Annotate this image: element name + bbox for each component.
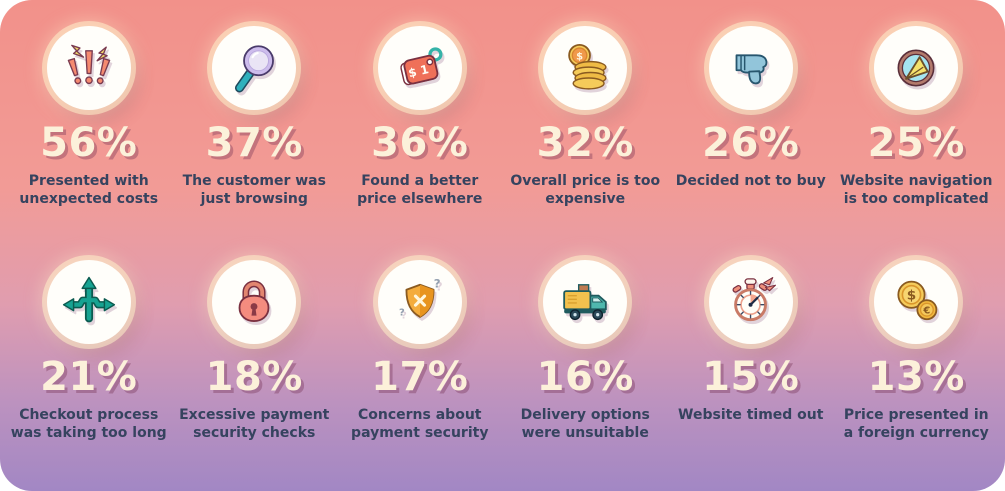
question-mark-text: ? (399, 308, 405, 319)
stat-label: Found a better price elsewhere (357, 173, 483, 208)
stat-percent: 37% (205, 120, 303, 166)
icon-circle (543, 260, 628, 344)
stat-percent: 21% (40, 354, 138, 400)
stat-percent: 26% (702, 120, 800, 166)
stat-label: Checkout process was taking too long (10, 407, 167, 442)
dollar-sign-text: $ (907, 288, 916, 304)
exclamation-alert-icon (67, 44, 111, 85)
icon-circle (212, 26, 297, 110)
stat-percent: 15% (702, 354, 800, 400)
icon-circle: $ € (874, 260, 959, 344)
stat-label: The customer was just browsing (182, 173, 326, 208)
tag-price-text: $ 1 (407, 62, 430, 80)
stat-percent: 36% (371, 120, 469, 166)
stat-item: 25% Website navigation is too complicate… (834, 26, 1000, 260)
stat-label: Price presented in a foreign currency (843, 407, 989, 442)
stat-percent: 16% (536, 354, 634, 400)
stat-label: Decided not to buy (675, 173, 826, 189)
stat-item: 26% Decided not to buy (668, 26, 834, 260)
stat-percent: 18% (205, 354, 303, 400)
stat-label: Website navigation is too complicated (839, 173, 993, 208)
stat-label: Excessive payment security checks (179, 407, 330, 442)
price-tag-icon: $ 1 (400, 47, 443, 86)
icon-circle (212, 260, 297, 344)
stat-percent: 56% (40, 120, 138, 166)
icon-circle (708, 26, 793, 110)
stat-item: 21% Checkout process was taking too long (6, 260, 172, 483)
stat-percent: 17% (371, 354, 469, 400)
stat-item: 16% Delivery options were unsuitable (503, 260, 669, 483)
stat-item: 15% Website timed out (668, 260, 834, 483)
stat-label: Overall price is too expensive (510, 173, 661, 208)
icon-circle (874, 26, 959, 110)
icon-circle (708, 260, 793, 344)
question-mark-text: ? (434, 277, 441, 291)
currency-coins-icon: $ € (897, 280, 938, 321)
three-way-arrows-icon (62, 276, 115, 323)
stat-item: $ 1 36% Found a better price elsewhere (337, 26, 503, 260)
thumbs-down-icon (735, 54, 768, 85)
stat-item: ? ? 17% Concerns about payment security (337, 260, 503, 483)
stat-percent: 25% (867, 120, 965, 166)
icon-circle: $ (543, 26, 628, 110)
stat-percent: 13% (867, 354, 965, 400)
stat-label: Delivery options were unsuitable (520, 407, 650, 442)
stat-percent: 32% (536, 120, 634, 166)
stat-label: Concerns about payment security (351, 407, 489, 442)
navigation-cursor-icon (897, 49, 935, 87)
padlock-icon (238, 280, 270, 322)
stopwatch-icon (732, 276, 776, 322)
stat-item: 18% Excessive payment security checks (172, 260, 338, 483)
icon-circle (46, 26, 131, 110)
stat-item: $ 32% Overall price is too expensive (503, 26, 669, 260)
icon-circle: ? ? (377, 260, 462, 344)
magnifier-icon (235, 45, 275, 93)
coin-dollar-text: $ (576, 51, 583, 62)
stat-label: Website timed out (678, 407, 824, 423)
stat-item: 56% Presented with unexpected costs (6, 26, 172, 260)
euro-sign-text: € (923, 305, 931, 316)
stat-item: 37% The customer was just browsing (172, 26, 338, 260)
coin-stack-icon: $ (568, 43, 607, 90)
shield-question-icon: ? ? (399, 277, 441, 319)
icon-circle (46, 260, 131, 344)
stat-label: Presented with unexpected costs (19, 173, 159, 208)
stat-item: $ € 13% Price presented in a foreign cur… (834, 260, 1000, 483)
icon-circle: $ 1 (377, 26, 462, 110)
delivery-truck-icon (563, 284, 607, 321)
